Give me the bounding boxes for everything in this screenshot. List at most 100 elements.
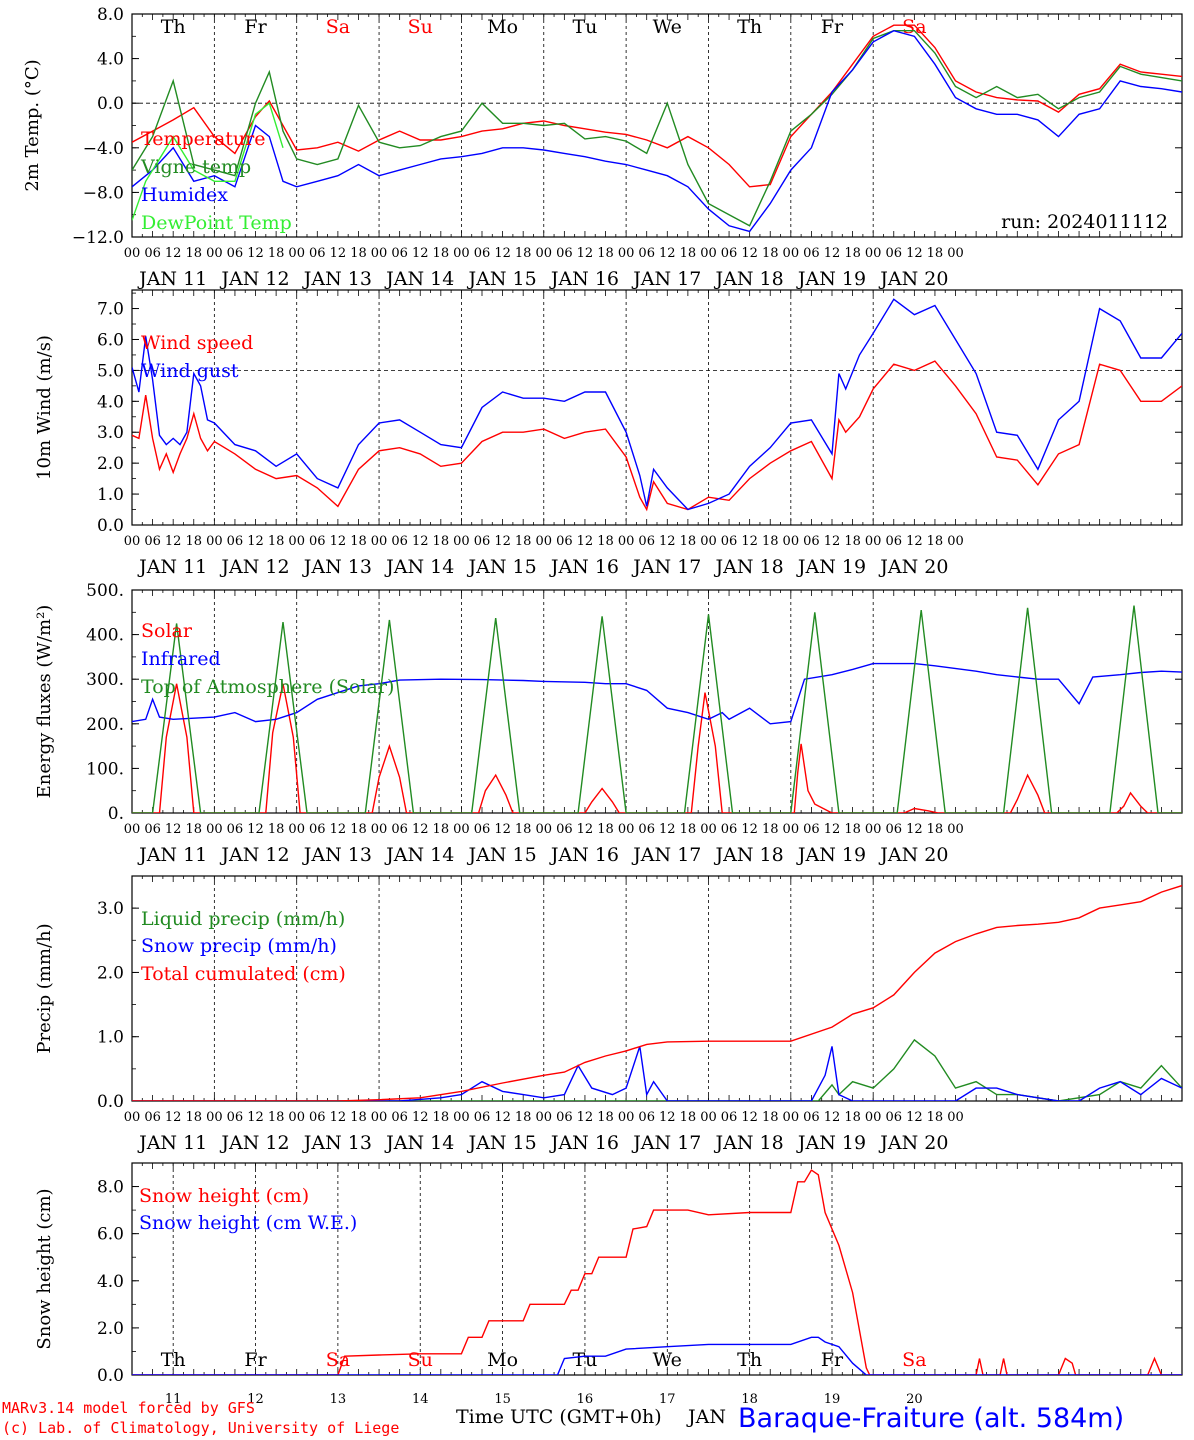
hour-label: 18 [268, 534, 285, 549]
weekday-label: Su [408, 1349, 433, 1371]
legend-entry: Snow height (cm) [139, 1185, 309, 1207]
legend-entry: Top of Atmosphere (Solar) [141, 676, 394, 698]
hour-label: 18 [268, 246, 285, 261]
hour-label: 00 [947, 246, 964, 261]
y-axis-label: Snow height (cm) [34, 1188, 55, 1349]
hour-label: 06 [227, 1110, 244, 1125]
hour-label: 12 [494, 1110, 511, 1125]
hour-label: 00 [453, 534, 470, 549]
date-label: JAN 16 [549, 556, 619, 578]
y-axis-label: Energy fluxes (W/m²) [34, 605, 55, 799]
hour-label: 12 [247, 246, 264, 261]
date-label: JAN 12 [219, 556, 289, 578]
hour-label: 12 [741, 1110, 758, 1125]
weekday-label: We [653, 16, 682, 38]
series-line-2 [132, 298, 1182, 511]
date-label: JAN 13 [302, 556, 372, 578]
hour-label: 12 [494, 534, 511, 549]
y-tick-label: 0.0 [97, 1092, 124, 1112]
date-label: JAN 18 [714, 1132, 784, 1154]
hour-label: 18 [762, 246, 779, 261]
hour-label: 06 [721, 534, 738, 549]
hour-label: 18 [515, 534, 532, 549]
legend-entry: Infrared [141, 648, 221, 670]
series-line-1 [132, 1038, 1182, 1101]
day-number: 20 [906, 1392, 923, 1407]
series-line-2 [132, 30, 1182, 227]
series-line-1 [132, 683, 1182, 813]
hour-label: 12 [330, 534, 347, 549]
hour-label: 00 [700, 534, 717, 549]
hour-label: 18 [515, 1110, 532, 1125]
hour-label: 00 [124, 1110, 141, 1125]
series-line-1 [132, 1169, 1182, 1375]
date-label: JAN 14 [384, 268, 454, 290]
date-label: JAN 19 [796, 844, 866, 866]
series-line-3 [132, 29, 1182, 233]
series-line-4 [132, 102, 284, 221]
hour-label: 18 [350, 1110, 367, 1125]
hour-label: 18 [433, 534, 450, 549]
day-number: 16 [577, 1392, 594, 1407]
hour-label: 12 [412, 246, 429, 261]
hour-label: 06 [144, 1110, 161, 1125]
weekday-label: Sa [326, 16, 350, 38]
hour-label: 00 [947, 822, 964, 837]
hour-label: 00 [618, 822, 635, 837]
y-tick-label: 0.0 [97, 516, 124, 536]
y-tick-label: 500. [86, 581, 124, 601]
y-tick-label: 4.0 [97, 50, 124, 70]
hour-label: 06 [556, 246, 573, 261]
hour-label: 12 [824, 246, 841, 261]
hour-label: 00 [288, 534, 305, 549]
hour-label: 06 [638, 246, 655, 261]
date-label: JAN 17 [631, 556, 701, 578]
date-label: JAN 12 [219, 1132, 289, 1154]
hour-label: 12 [165, 534, 182, 549]
hour-label: 18 [433, 1110, 450, 1125]
hour-label: 06 [803, 1110, 820, 1125]
hour-label: 06 [803, 822, 820, 837]
weekday-label: Fr [821, 1349, 844, 1371]
hour-label: 00 [206, 822, 223, 837]
hour-label: 18 [185, 822, 202, 837]
station-name: Baraque-Fraiture (alt. 584m) [738, 1403, 1125, 1434]
hour-label: 18 [680, 1110, 697, 1125]
y-tick-label: 4.0 [97, 392, 124, 412]
legend-entry: Liquid precip (mm/h) [141, 908, 345, 930]
hour-label: 18 [844, 534, 861, 549]
y-tick-label: 4.0 [97, 1272, 124, 1292]
hour-label: 12 [330, 246, 347, 261]
hour-label: 06 [803, 246, 820, 261]
hour-label: 12 [330, 822, 347, 837]
weekday-label: We [653, 1349, 682, 1371]
series-line-1 [132, 24, 1182, 188]
hour-label: 18 [350, 822, 367, 837]
hour-label: 06 [474, 534, 491, 549]
series-line-1 [132, 360, 1182, 512]
hour-label: 12 [577, 1110, 594, 1125]
hour-label: 12 [577, 822, 594, 837]
hour-label: 18 [927, 822, 944, 837]
legend-entry: Snow height (cm W.E.) [139, 1212, 357, 1234]
y-tick-label: 2.0 [97, 963, 124, 983]
hour-label: 06 [227, 822, 244, 837]
date-label: JAN 17 [631, 1132, 701, 1154]
date-label: JAN 16 [549, 1132, 619, 1154]
hour-label: 12 [659, 534, 676, 549]
date-label: JAN 15 [466, 844, 536, 866]
y-tick-label: 100. [86, 759, 124, 779]
hour-label: 06 [885, 246, 902, 261]
hour-label: 12 [906, 246, 923, 261]
date-label: JAN 20 [878, 1132, 948, 1154]
hour-label: 18 [844, 822, 861, 837]
panel-1: 8.04.00.0−4.0−8.0−12.02m Temp. (°C)00 06 1… [22, 5, 1183, 290]
hour-label: 00 [618, 534, 635, 549]
hour-label: 06 [721, 246, 738, 261]
hour-label: 00 [618, 246, 635, 261]
hour-label: 06 [474, 822, 491, 837]
date-label: JAN 20 [878, 268, 948, 290]
hour-label: 00 [700, 822, 717, 837]
hour-label: 18 [680, 822, 697, 837]
date-label: JAN 16 [549, 268, 619, 290]
